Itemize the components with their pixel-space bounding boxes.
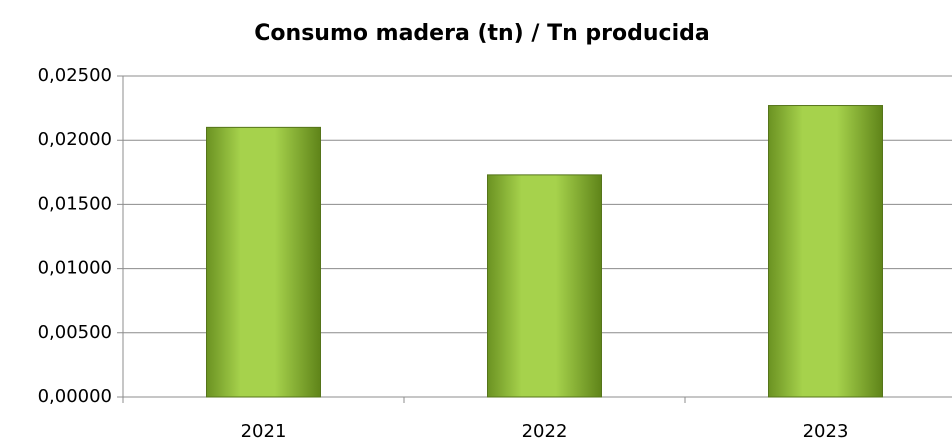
- x-tick-label: 2022: [522, 421, 568, 442]
- x-tick-label: 2021: [241, 421, 287, 442]
- y-tick-label: 0,01000: [38, 258, 112, 279]
- bar: [487, 174, 602, 398]
- x-tick-label: 2023: [803, 421, 849, 442]
- y-tick-label: 0,01500: [38, 193, 112, 214]
- y-tick-label: 0,00500: [38, 322, 112, 343]
- bar: [768, 105, 883, 398]
- y-tick-label: 0,00000: [38, 386, 112, 407]
- y-tick-label: 0,02000: [38, 129, 112, 150]
- bar: [206, 126, 321, 398]
- chart-title: Consumo madera (tn) / Tn producida: [254, 21, 709, 46]
- y-tick-label: 0,02500: [38, 65, 112, 86]
